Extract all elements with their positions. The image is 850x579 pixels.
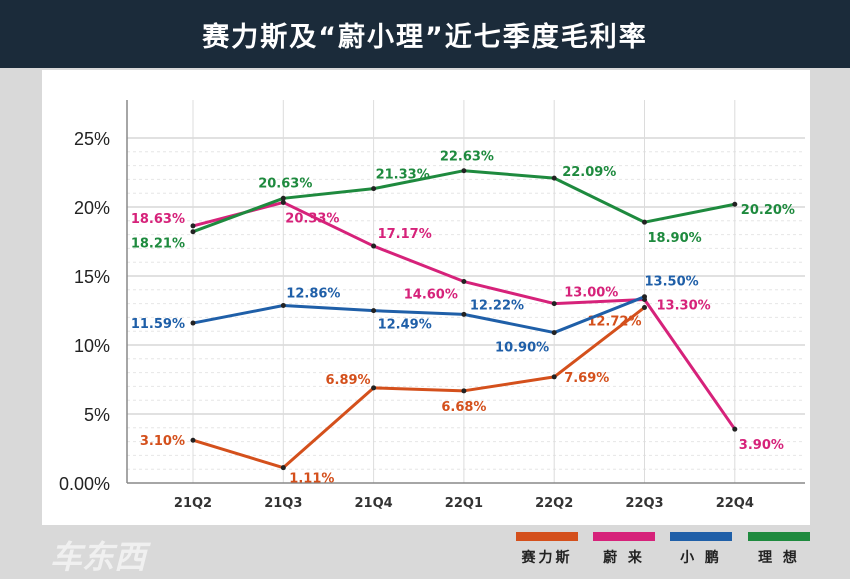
- legend-item-nio: 蔚 来: [593, 532, 655, 567]
- data-point: [461, 168, 467, 174]
- data-label: 7.69%: [564, 371, 609, 386]
- data-point: [371, 186, 377, 192]
- data-point: [280, 465, 286, 471]
- data-label: 13.00%: [564, 286, 618, 301]
- legend-label: 蔚 来: [603, 550, 645, 566]
- y-tick-label: 5%: [84, 405, 110, 425]
- data-point: [461, 388, 467, 394]
- data-label: 21.33%: [376, 168, 430, 183]
- data-point: [280, 195, 286, 201]
- legend-swatch: [593, 532, 655, 541]
- data-point: [371, 243, 377, 249]
- data-label: 1.11%: [289, 472, 334, 487]
- data-label: 12.86%: [286, 287, 340, 302]
- data-label: 11.59%: [131, 317, 185, 332]
- data-label: 17.17%: [378, 227, 432, 242]
- title-bar: 赛力斯及“蔚小理”近七季度毛利率: [0, 0, 850, 68]
- data-label: 18.21%: [131, 237, 185, 252]
- legend-label: 赛力斯: [521, 550, 573, 566]
- y-tick-label: 25%: [74, 129, 110, 149]
- data-point: [551, 330, 557, 336]
- series-line-0: [192, 306, 646, 470]
- data-label: 22.63%: [440, 150, 494, 165]
- x-tick-label: 21Q4: [355, 496, 393, 511]
- data-point: [732, 201, 738, 207]
- data-point: [190, 437, 196, 443]
- data-label: 20.20%: [741, 203, 795, 218]
- y-tick-label: 20%: [74, 198, 110, 218]
- x-tick-label: 22Q4: [716, 496, 754, 511]
- x-tick-label: 22Q3: [625, 496, 663, 511]
- y-tick-label: 10%: [74, 336, 110, 356]
- data-label: 22.09%: [562, 165, 616, 180]
- x-tick-label: 21Q2: [174, 496, 212, 511]
- data-point: [642, 304, 647, 310]
- data-point: [551, 374, 557, 380]
- data-label: 3.90%: [739, 438, 784, 453]
- data-point: [642, 219, 647, 225]
- data-label: 12.72%: [587, 314, 641, 329]
- legend: 赛力斯 蔚 来 小 鹏 理 想: [0, 532, 850, 579]
- watermark: 车东西: [50, 538, 147, 576]
- x-tick-label: 22Q2: [535, 496, 573, 511]
- legend-label: 小 鹏: [680, 550, 722, 566]
- data-label: 20.63%: [258, 176, 312, 191]
- legend-item-li: 理 想: [748, 532, 810, 567]
- series-line-2: [192, 295, 646, 335]
- x-tick-label: 22Q1: [445, 496, 483, 511]
- data-label: 18.63%: [131, 212, 185, 227]
- data-label: 10.90%: [495, 341, 549, 356]
- data-point: [642, 294, 647, 300]
- data-point: [551, 301, 557, 307]
- data-label: 13.30%: [657, 298, 711, 313]
- legend-swatch: [670, 532, 732, 541]
- data-point: [190, 229, 196, 235]
- y-tick-label: 0.00%: [59, 474, 110, 494]
- data-label: 6.68%: [441, 400, 486, 415]
- data-point: [280, 303, 286, 309]
- data-point: [732, 426, 738, 432]
- data-label: 12.49%: [378, 318, 432, 333]
- chart-panel: [42, 70, 810, 525]
- data-label: 18.90%: [648, 231, 702, 246]
- data-point: [190, 223, 196, 229]
- legend-swatch: [748, 532, 810, 541]
- data-label: 3.10%: [140, 434, 185, 449]
- data-label: 13.50%: [645, 275, 699, 290]
- chart-title: 赛力斯及“蔚小理”近七季度毛利率: [202, 21, 648, 53]
- data-label: 12.22%: [470, 298, 524, 313]
- data-label: 14.60%: [404, 288, 458, 303]
- legend-item-seres: 赛力斯: [516, 532, 578, 567]
- data-point: [461, 311, 467, 317]
- data-point: [280, 199, 286, 205]
- data-label: 20.33%: [285, 211, 339, 226]
- data-label: 6.89%: [325, 373, 370, 388]
- y-tick-label: 15%: [74, 267, 110, 287]
- data-point: [551, 175, 557, 181]
- data-point: [371, 308, 377, 314]
- legend-swatch: [516, 532, 578, 541]
- legend-label: 理 想: [758, 550, 800, 566]
- data-point: [371, 385, 377, 391]
- data-point: [461, 279, 467, 285]
- data-point: [190, 320, 196, 326]
- x-tick-label: 21Q3: [264, 496, 302, 511]
- legend-item-xpeng: 小 鹏: [670, 532, 732, 567]
